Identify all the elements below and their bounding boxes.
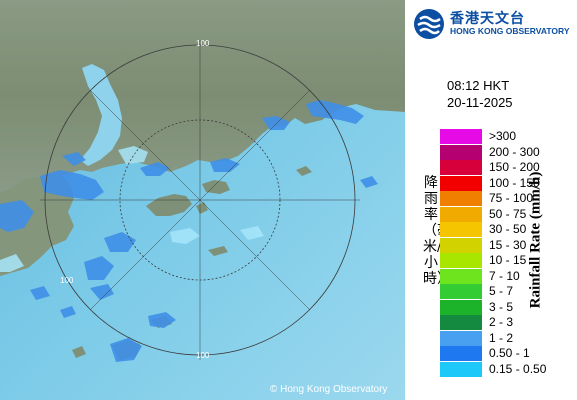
legend-swatch [440, 253, 482, 268]
legend-label: 30 - 50 [489, 222, 527, 236]
legend-label: 200 - 300 [489, 144, 540, 159]
legend-label: 75 - 100 [489, 191, 534, 205]
legend-swatch [440, 284, 482, 299]
timestamp-date: 20-11-2025 [447, 95, 513, 110]
legend-title-english: Rainfall Rate (mm/h) [527, 171, 544, 309]
legend-swatch [440, 330, 482, 346]
legend-swatch [440, 268, 482, 284]
legend-label: 3 - 5 [489, 299, 514, 314]
hong-kong-island [202, 180, 230, 194]
legend-swatch [440, 175, 482, 191]
radar-map-canvas: 100 100 100 [0, 0, 405, 400]
legend-label: 50 - 75 [489, 206, 527, 221]
legend-swatch [440, 206, 482, 222]
radar-map[interactable]: 100 100 100 © Hong Kong Observatory [0, 0, 405, 400]
legend-label: 1 - 2 [489, 330, 514, 345]
legend-swatch [440, 222, 482, 237]
legend-swatch [440, 237, 482, 253]
legend-label: 7 - 10 [489, 268, 520, 283]
range-ring-label-north: 100 [196, 39, 210, 48]
legend-label: 15 - 30 [489, 237, 527, 252]
radar-range-rings [40, 40, 360, 360]
radar-echoes [0, 100, 378, 362]
legend-title-chinese: 降雨率（毫米/小時） [423, 175, 451, 287]
legend-label: 2 - 3 [489, 315, 514, 329]
range-ring-label-west: 100 [60, 276, 74, 285]
legend-swatch [440, 315, 482, 330]
range-ring-labels: 100 100 100 [60, 39, 210, 360]
legend-swatch [440, 129, 482, 144]
range-ring-label-south: 100 [196, 351, 210, 360]
legend-swatch [440, 160, 482, 175]
info-panel: 香港天文台 HONG KONG OBSERVATORY 08:12 HKT 20… [405, 0, 577, 400]
legend-label: 10 - 15 [489, 253, 527, 267]
island-south [208, 246, 228, 256]
hko-logo-icon [413, 8, 445, 40]
legend-label: >300 [489, 129, 517, 143]
island-chain-2 [72, 346, 86, 358]
legend-label: 100 - 150 [489, 175, 540, 190]
lantau-island [146, 194, 192, 216]
copyright-text: © Hong Kong Observatory [270, 384, 388, 395]
legend-swatch [440, 299, 482, 315]
legend-label: 0.15 - 0.50 [489, 361, 547, 376]
pearl-river-channel [80, 64, 122, 166]
legend-label: 150 - 200 [489, 160, 540, 174]
logo-english-name: HONG KONG OBSERVATORY [450, 26, 570, 36]
logo-chinese-name: 香港天文台 [450, 11, 525, 27]
legend-swatch [440, 346, 482, 361]
legend-swatch [440, 191, 482, 206]
island-east [296, 166, 312, 176]
radar-echoes-light [0, 146, 264, 272]
legend-swatch [440, 144, 482, 160]
legend-label: 5 - 7 [489, 284, 514, 298]
legend-swatch [440, 361, 482, 377]
legend-label: 0.50 - 1 [489, 346, 530, 360]
timestamp-time: 08:12 HKT [447, 78, 510, 93]
